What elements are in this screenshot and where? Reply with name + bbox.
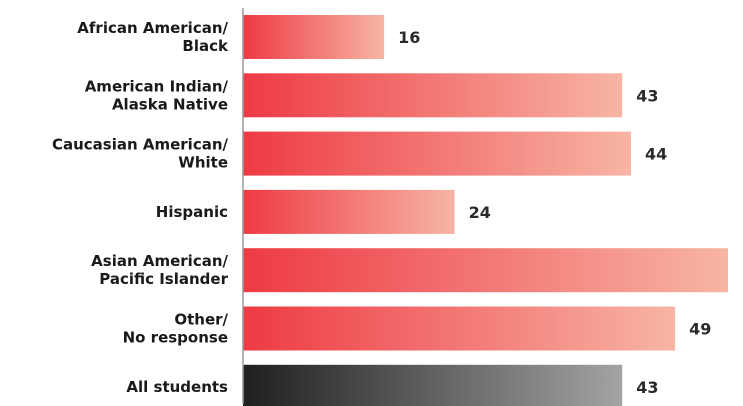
bar-4 — [243, 248, 728, 293]
labels-layer: 16 African American/Black 43 American India… — [52, 19, 743, 397]
bar-5 — [243, 306, 676, 351]
category-label-line: African American/ — [77, 19, 228, 37]
category-label-line: Other/ — [174, 311, 228, 329]
bar-1 — [243, 73, 623, 118]
value-label-2: 44 — [645, 145, 667, 164]
category-label-3: Hispanic — [156, 203, 228, 221]
bar-0 — [243, 15, 385, 59]
category-label-0: African American/Black — [77, 19, 229, 55]
category-label-line: Black — [182, 37, 229, 55]
category-label-line: All students — [126, 378, 228, 396]
category-label-line: Alaska Native — [112, 95, 228, 113]
category-label-line: White — [178, 154, 228, 172]
category-label-line: Asian American/ — [91, 252, 228, 270]
category-label-1: American Indian/Alaska Native — [85, 77, 229, 113]
category-label-4: Asian American/Pacific Islander — [91, 252, 228, 288]
value-label-3: 24 — [469, 203, 491, 222]
category-label-6: All students — [126, 378, 228, 396]
value-label-6: 43 — [636, 378, 658, 397]
category-label-line: Pacific Islander — [99, 270, 228, 288]
bar-all-students — [243, 364, 623, 406]
value-label-0: 16 — [398, 28, 420, 47]
value-label-5: 49 — [689, 320, 711, 339]
category-label-line: American Indian/ — [85, 77, 229, 95]
category-label-line: Caucasian American/ — [52, 136, 229, 154]
bars-layer — [243, 15, 728, 406]
category-label-line: Hispanic — [156, 203, 228, 221]
value-label-1: 43 — [636, 86, 658, 105]
bar-3 — [243, 189, 455, 234]
category-label-line: No response — [123, 329, 228, 347]
category-label-2: Caucasian American/White — [52, 136, 229, 172]
bar-2 — [243, 131, 631, 176]
category-label-5: Other/No response — [123, 311, 229, 347]
